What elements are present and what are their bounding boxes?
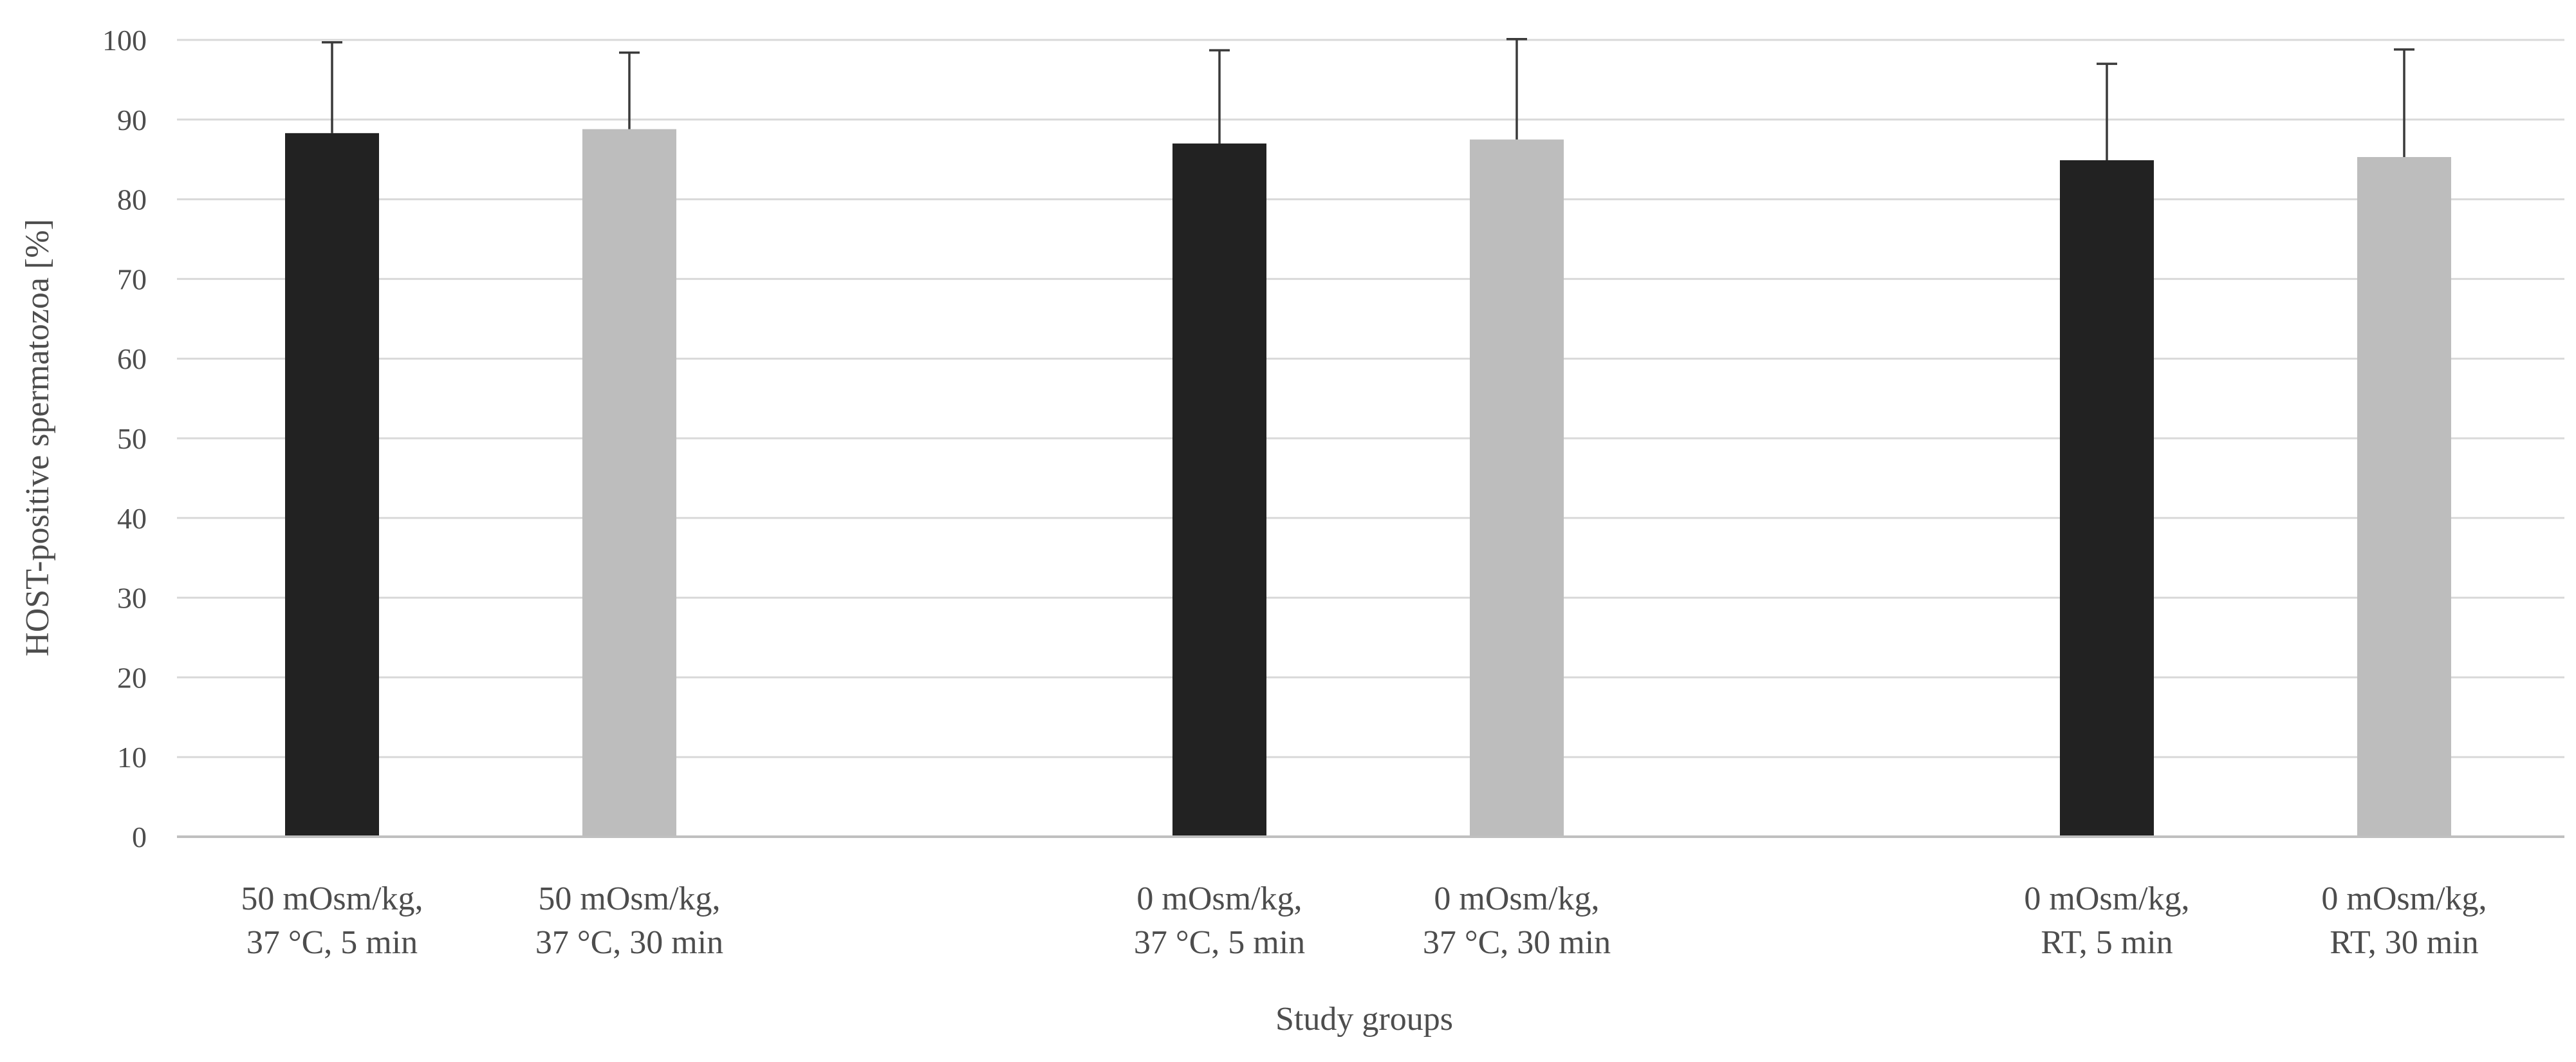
y-axis-title: HOST-positive spermatozoa [%] [19,219,56,657]
bar [285,133,379,837]
x-category-label: 0 mOsm/kg, [1136,880,1302,917]
y-tick-label: 90 [117,104,147,136]
x-axis-category-labels: 50 mOsm/kg, 37 °C, 5 min 50 mOsm/kg, 37 °C,… [241,880,2487,961]
y-tick-label: 20 [117,661,147,694]
y-tick-label: 40 [117,502,147,535]
bars [285,129,2451,837]
bar [582,129,676,837]
x-category-label: 50 mOsm/kg, [538,880,720,917]
x-category-label: 50 mOsm/kg, [241,880,423,917]
x-category-label: 0 mOsm/kg, [2321,880,2487,917]
y-axis-ticks: 0 10 20 30 40 50 60 70 80 90 100 [102,24,147,853]
bar [2357,156,2451,837]
gridlines [177,39,2564,758]
y-tick-label: 100 [102,24,147,57]
x-category-label: RT, 5 min [2041,924,2173,961]
x-category-label: 37 °C, 5 min [1134,924,1305,961]
y-tick-label: 0 [132,821,147,853]
y-tick-label: 10 [117,741,147,774]
x-axis-title: Study groups [1275,1001,1453,1038]
x-category-label: 37 °C, 5 min [246,924,418,961]
y-tick-label: 50 [117,422,147,455]
x-category-label: 0 mOsm/kg, [2024,880,2189,917]
bar [1172,143,1266,837]
y-tick-label: 70 [117,263,147,295]
y-tick-label: 30 [117,582,147,615]
x-category-label: 0 mOsm/kg, [1434,880,1599,917]
x-category-label: 37 °C, 30 min [1423,924,1611,961]
y-tick-label: 80 [117,183,147,216]
y-tick-label: 60 [117,342,147,375]
bar [1470,139,1564,837]
x-category-label: 37 °C, 30 min [535,924,723,961]
bar [2060,160,2154,837]
error-bars [322,38,2414,160]
x-category-label: RT, 30 min [2330,924,2478,961]
